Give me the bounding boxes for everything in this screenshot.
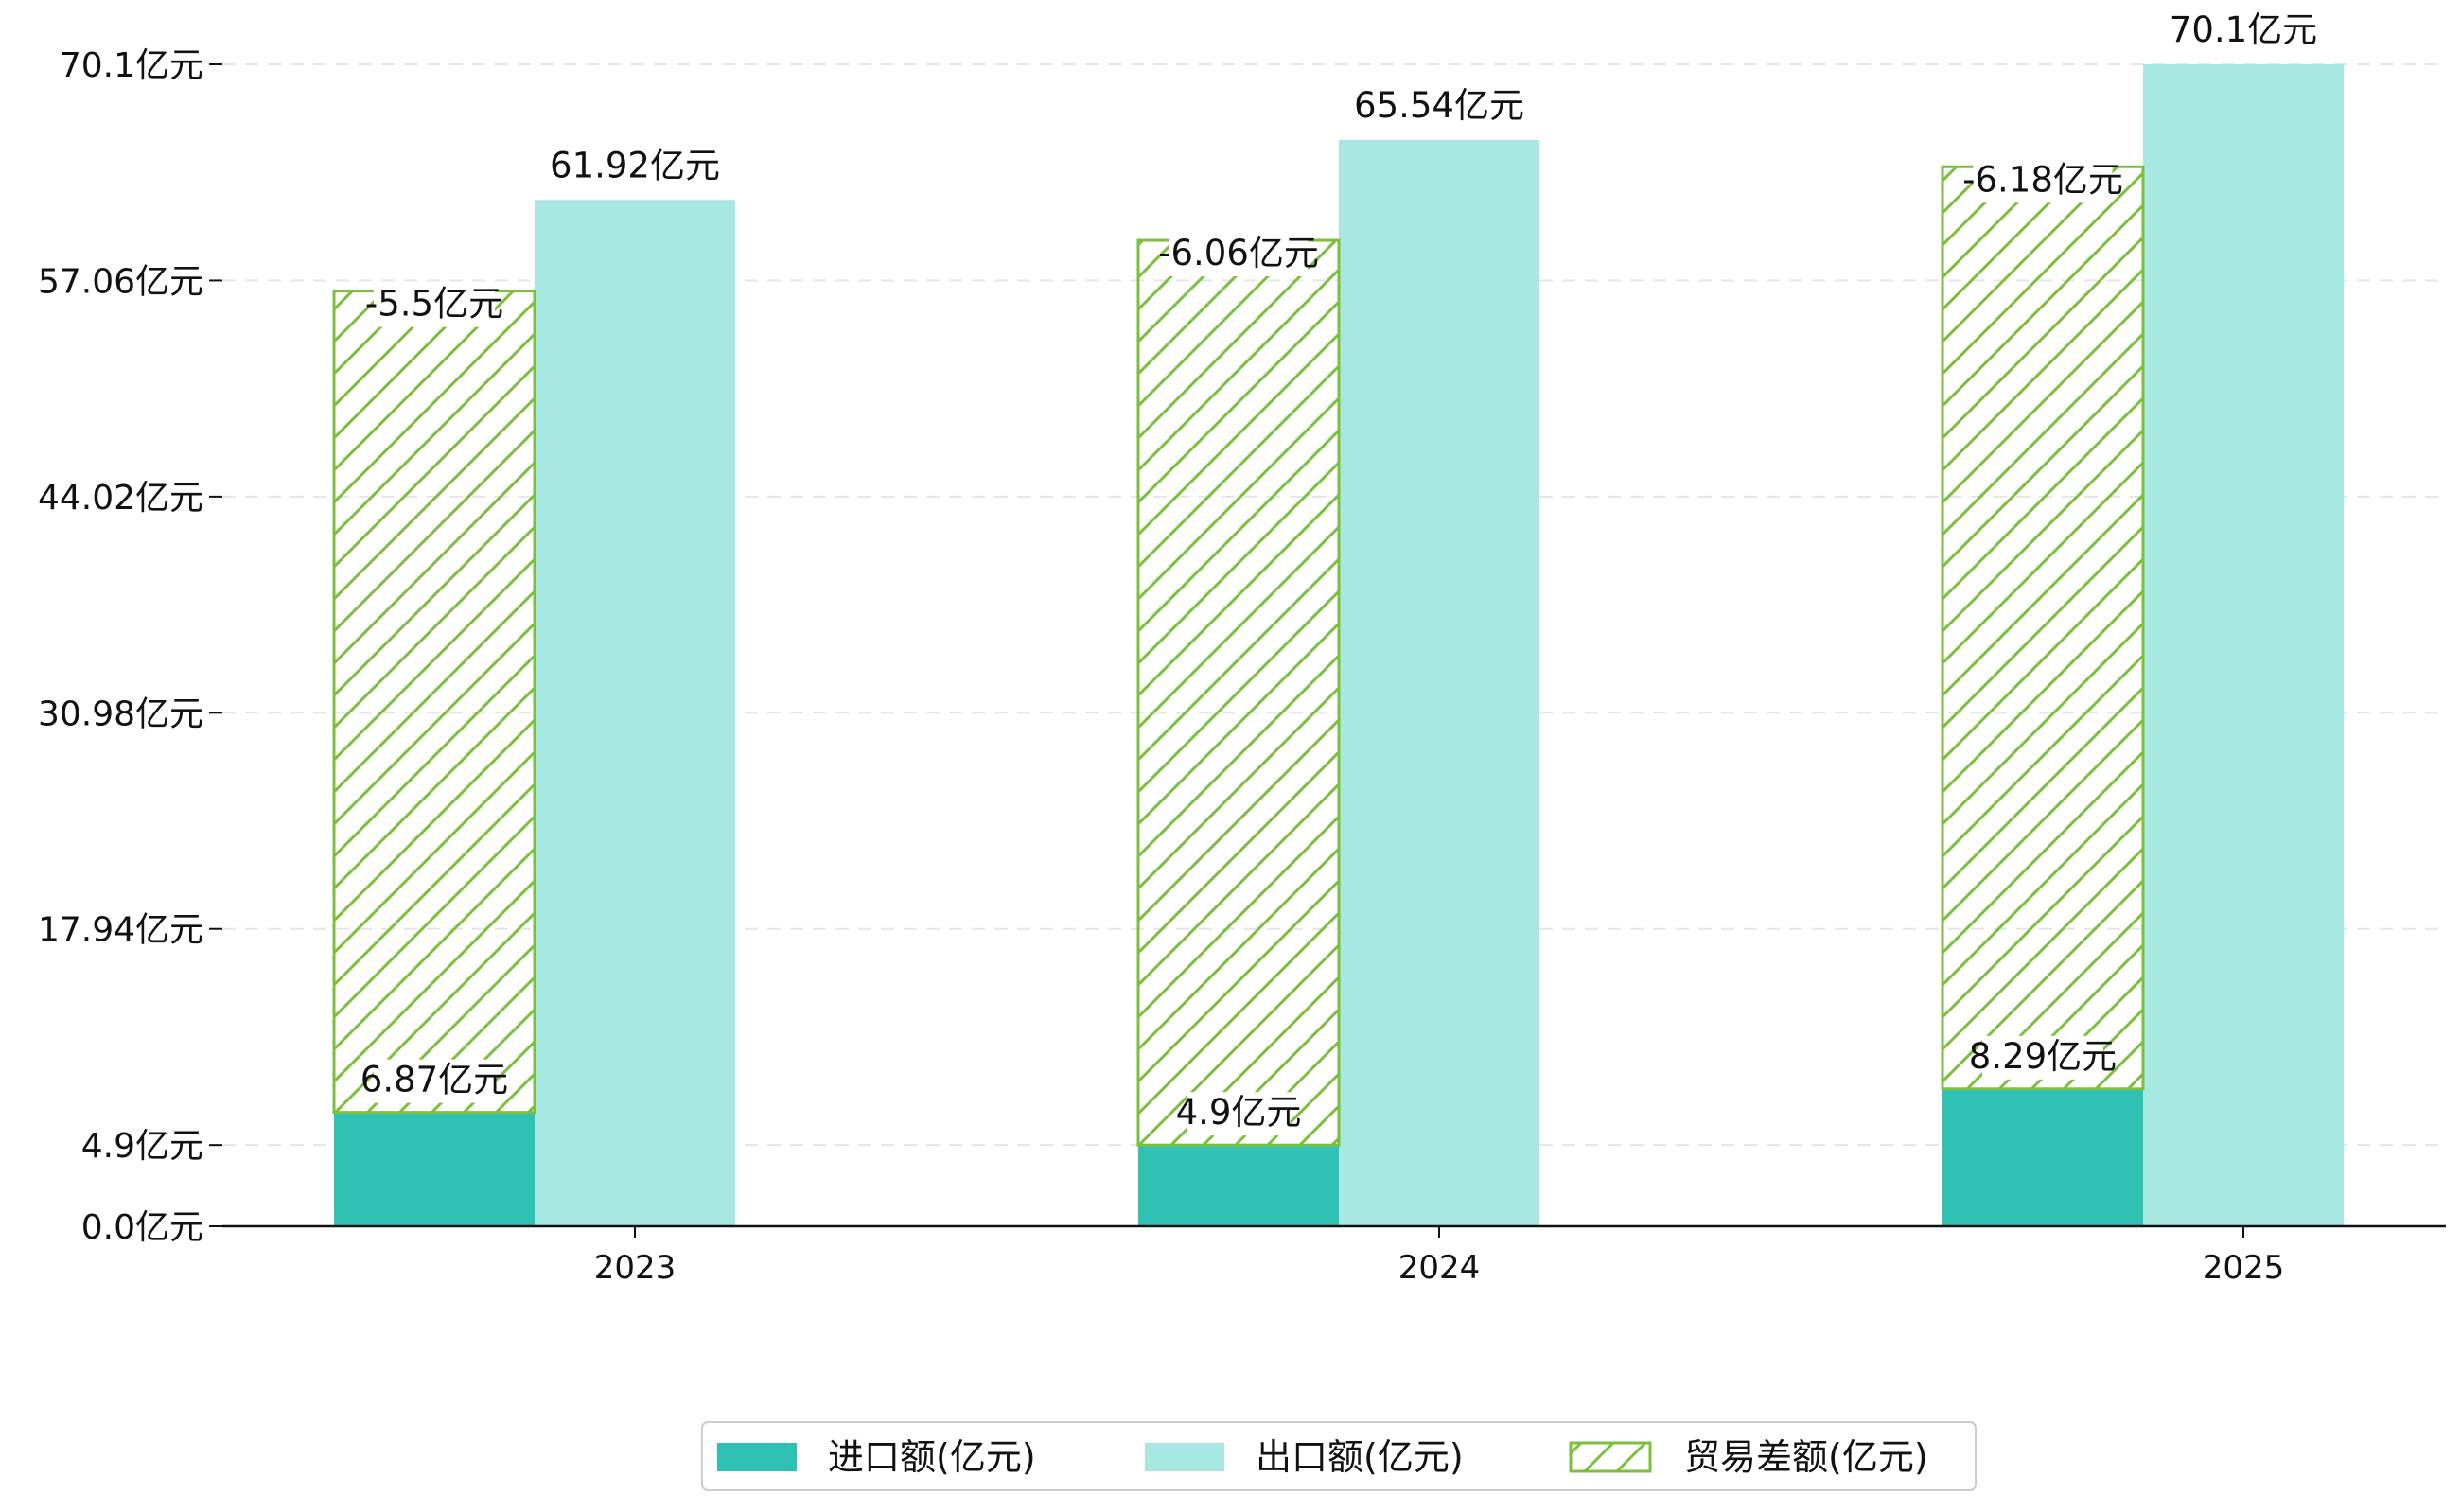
svg-text:6.87亿元: 6.87亿元 bbox=[360, 1060, 508, 1100]
trade-balance-bar bbox=[1941, 165, 2145, 1091]
trade-balance-bar bbox=[1136, 238, 1341, 1147]
trade-balance-bar bbox=[332, 290, 536, 1115]
y-tick-label: 70.1亿元 bbox=[60, 46, 203, 85]
svg-text:61.92亿元: 61.92亿元 bbox=[550, 145, 720, 185]
legend-label: 出口额(亿元) bbox=[1256, 1436, 1464, 1478]
svg-text:65.54亿元: 65.54亿元 bbox=[1354, 85, 1524, 126]
import-value-label: 6.87亿元 bbox=[360, 1059, 508, 1103]
x-tick-label: 2025 bbox=[2203, 1249, 2285, 1287]
legend-item: 进口额(亿元) bbox=[717, 1436, 1036, 1478]
import-bar bbox=[1138, 1145, 1339, 1226]
legend-swatch bbox=[1145, 1443, 1224, 1471]
export-bar bbox=[2143, 64, 2344, 1226]
y-tick-label: 4.9亿元 bbox=[81, 1127, 203, 1166]
export-bar bbox=[535, 200, 735, 1226]
balance-value-label: -6.06亿元 bbox=[1158, 233, 1319, 277]
x-tick-label: 2024 bbox=[1398, 1249, 1481, 1287]
export-bar bbox=[1339, 139, 1539, 1226]
legend-label: 贸易差额(亿元) bbox=[1684, 1436, 1928, 1478]
y-tick-label: 57.06亿元 bbox=[38, 262, 203, 301]
balance-value-label: -6.18亿元 bbox=[1962, 159, 2123, 203]
legend-box bbox=[701, 1421, 1977, 1491]
svg-text:4.9亿元: 4.9亿元 bbox=[1176, 1092, 1302, 1133]
svg-text:70.1亿元: 70.1亿元 bbox=[2170, 9, 2317, 50]
y-tick-label: 44.02亿元 bbox=[38, 479, 203, 518]
y-tick-label: 0.0亿元 bbox=[81, 1208, 203, 1247]
export-value-label: 61.92亿元 bbox=[550, 145, 720, 189]
y-tick-label: 30.98亿元 bbox=[38, 694, 203, 733]
import-bar bbox=[1942, 1088, 2143, 1226]
legend-swatch bbox=[1569, 1441, 1652, 1473]
export-value-label: 65.54亿元 bbox=[1354, 84, 1524, 129]
svg-text:8.29亿元: 8.29亿元 bbox=[1969, 1036, 2117, 1077]
legend-label: 进口额(亿元) bbox=[828, 1436, 1036, 1478]
svg-text:-5.5亿元: -5.5亿元 bbox=[365, 284, 503, 325]
legend-item: 贸易差额(亿元) bbox=[1569, 1436, 1928, 1478]
export-value-label: 70.1亿元 bbox=[2170, 9, 2317, 53]
import-bar bbox=[334, 1112, 535, 1226]
x-tick-label: 2023 bbox=[594, 1249, 677, 1287]
import-value-label: 8.29亿元 bbox=[1969, 1035, 2117, 1080]
import-value-label: 4.9亿元 bbox=[1176, 1092, 1302, 1136]
legend-item: 出口额(亿元) bbox=[1145, 1436, 1464, 1478]
svg-text:-6.06亿元: -6.06亿元 bbox=[1158, 233, 1319, 273]
svg-text:-6.18亿元: -6.18亿元 bbox=[1962, 159, 2123, 200]
balance-value-label: -5.5亿元 bbox=[365, 283, 503, 327]
data-labels: 6.87亿元 61.92亿元 -5.5亿元 4.9亿元 65.54亿元 -6.06亿元 8.… bbox=[360, 9, 2317, 1136]
axes: 0.0亿元 4.9亿元 17.94亿元 30.98亿元 44.02亿元 57.06亿元 70… bbox=[38, 46, 2446, 1287]
y-tick-label: 17.94亿元 bbox=[38, 911, 203, 950]
legend-swatch bbox=[717, 1443, 797, 1471]
legend: 进口额(亿元) 出口额(亿元) 贸易差额(亿元) bbox=[701, 1421, 1977, 1491]
bars bbox=[332, 64, 2344, 1226]
